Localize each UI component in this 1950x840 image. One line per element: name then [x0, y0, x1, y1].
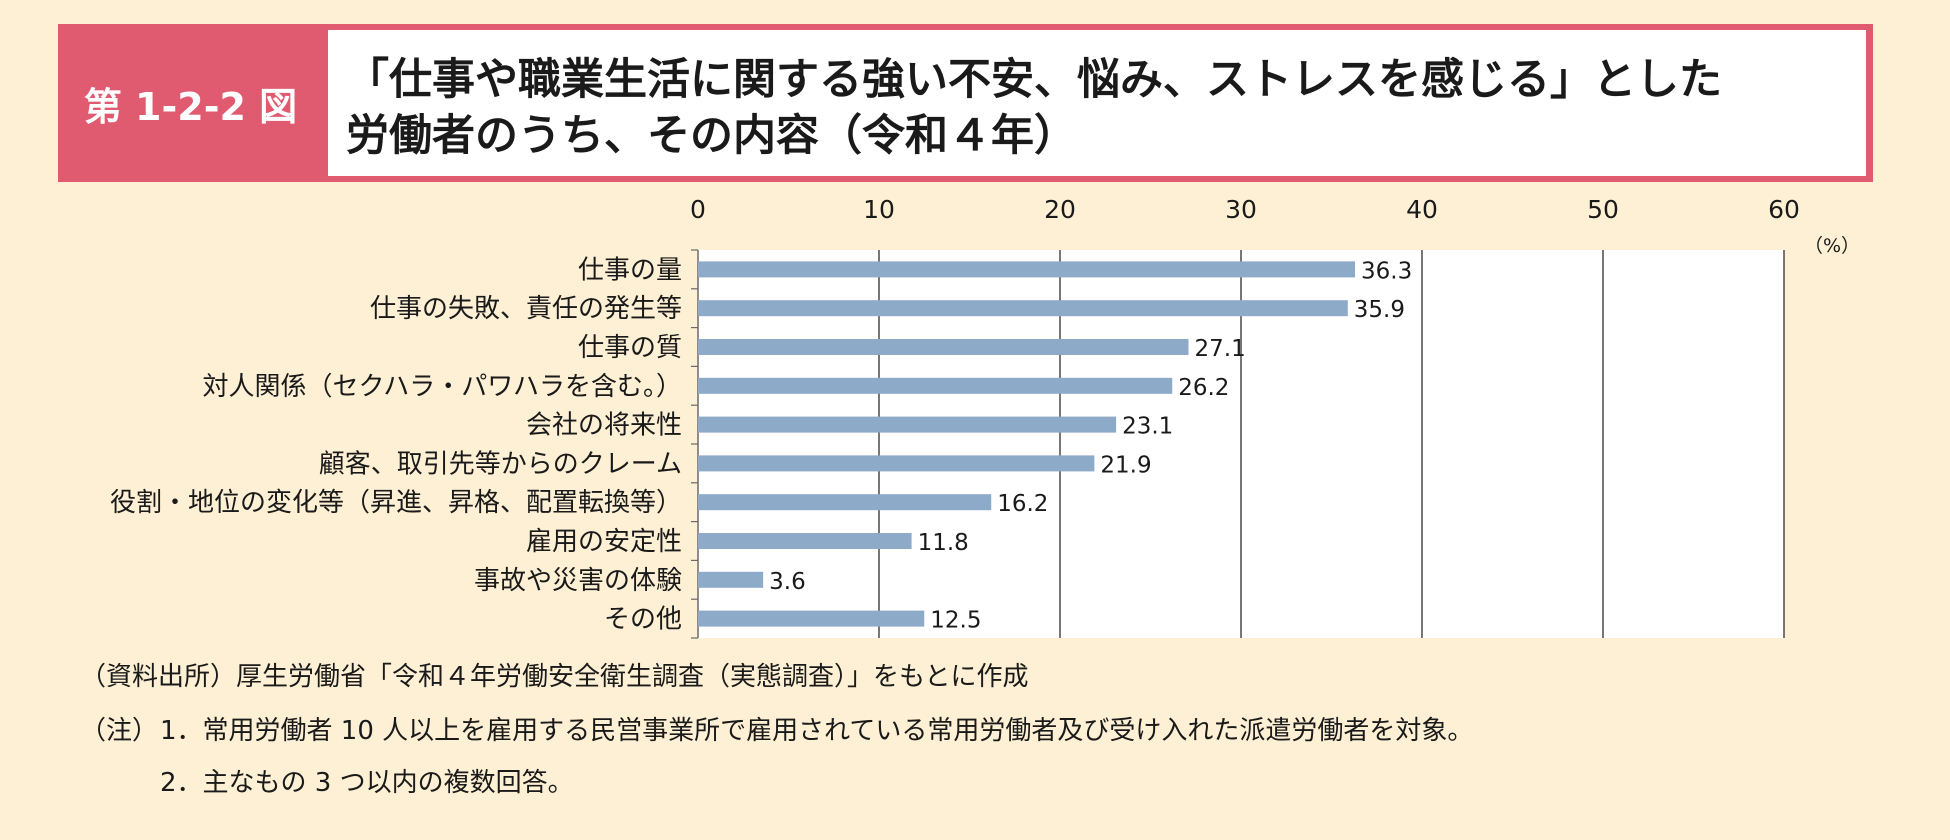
bar — [698, 377, 1173, 394]
bar-chart: 0 10 20 30 40 50 60 36.3 仕事の量 35.9 仕事の失敗、責任の発生等 27.… — [110, 195, 1860, 639]
bar — [698, 571, 764, 588]
bar — [698, 416, 1117, 433]
bar — [698, 455, 1095, 472]
x-tick-label: 40 — [1406, 195, 1438, 224]
category-label: 仕事の質 — [578, 333, 682, 363]
note-1-text: 1．常用労働者 10 人以上を雇用する民営事業所で雇用されている常用労働者及び受… — [160, 716, 1474, 746]
figure-title: 「仕事や職業生活に関する強い不安、悩み、ストレスを感じる」とした 労働者のうち、… — [328, 30, 1866, 176]
data-label: 16.2 — [997, 491, 1048, 517]
bar — [698, 533, 912, 549]
x-tick-label: 30 — [1225, 195, 1257, 224]
data-label: 12.5 — [930, 608, 981, 634]
data-label: 35.9 — [1354, 297, 1405, 323]
x-tick-label: 50 — [1587, 195, 1619, 224]
x-tick-label: 60 — [1768, 195, 1800, 224]
data-label: 21.9 — [1100, 452, 1151, 478]
x-tick-label: 10 — [863, 195, 895, 224]
data-label: 23.1 — [1122, 414, 1173, 440]
bar — [698, 261, 1356, 278]
category-label: 顧客、取引先等からのクレーム — [319, 449, 682, 479]
note-label: （注） — [80, 716, 159, 746]
category-label: 事故や災害の体験 — [474, 566, 682, 596]
data-label: 11.8 — [918, 530, 969, 556]
category-label: 役割・地位の変化等（昇進、昇格、配置転換等） — [110, 488, 682, 518]
figure-title-line-1: 「仕事や職業生活に関する強い不安、悩み、ストレスを感じる」とした — [346, 55, 1722, 105]
data-label: 36.3 — [1361, 258, 1412, 284]
category-label: 対人関係（セクハラ・パワハラを含む。） — [203, 372, 682, 402]
bar — [698, 300, 1348, 317]
x-tick-label: 20 — [1044, 195, 1076, 224]
category-label: 仕事の量 — [578, 255, 682, 285]
unit-label: （%） — [1804, 235, 1860, 257]
note-2: 2．主なもの 3 つ以内の複数回答。 — [160, 768, 574, 798]
category-label: 仕事の失敗、責任の発生等 — [370, 294, 682, 324]
figure-title-line-2: 労働者のうち、その内容（令和４年） — [346, 111, 1077, 161]
category-label: 会社の将来性 — [526, 411, 682, 441]
figure-header: 第 1-2-2 図 「仕事や職業生活に関する強い不安、悩み、ストレスを感じる」と… — [58, 24, 1873, 182]
category-label: その他 — [604, 605, 682, 635]
data-label: 26.2 — [1178, 375, 1229, 401]
source-note: （資料出所）厚生労働省「令和４年労働安全衛生調査（実態調査）」をもとに作成 — [80, 662, 1029, 692]
data-label: 3.6 — [769, 569, 806, 595]
category-label: 雇用の安定性 — [526, 527, 682, 557]
x-tick-label: 0 — [690, 195, 706, 224]
bar — [698, 610, 925, 627]
note-1: （注）1．常用労働者 10 人以上を雇用する民営事業所で雇用されている常用労働者… — [80, 710, 1473, 747]
bar — [698, 494, 992, 511]
data-label: 27.1 — [1195, 336, 1246, 362]
figure-number: 第 1-2-2 図 — [83, 84, 298, 129]
bar — [698, 339, 1189, 355]
